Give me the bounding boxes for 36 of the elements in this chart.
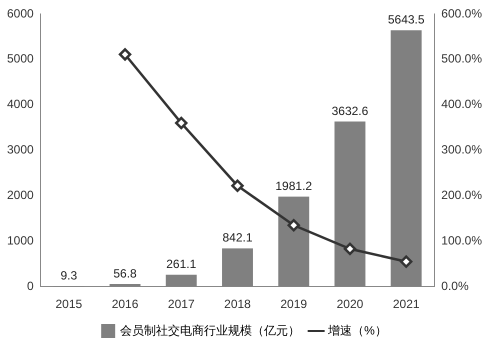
y2-tick-label: 400.0% xyxy=(441,97,482,112)
x-tick-label: 2019 xyxy=(280,297,308,312)
y2-tick-label: 0.0% xyxy=(441,278,469,293)
x-tick-label: 2015 xyxy=(55,297,82,312)
x-tick-label: 2016 xyxy=(112,297,139,312)
y-tick-label: 4000 xyxy=(6,97,34,112)
y2-tick-label: 200.0% xyxy=(441,188,482,202)
data-label: 842.1 xyxy=(222,230,253,245)
data-label: 5643.5 xyxy=(388,12,425,27)
point xyxy=(400,255,412,268)
y-tick-label: 5000 xyxy=(6,52,34,66)
x-tick-label: 2021 xyxy=(392,297,420,312)
y-tick-label: 3000 xyxy=(6,142,34,157)
data-label: 3632.6 xyxy=(332,104,369,118)
point xyxy=(287,219,300,232)
y2-tick-label: 500.0% xyxy=(441,52,482,66)
y-tick-label: 2000 xyxy=(6,188,34,202)
legend-label: 会员制社交电商行业规模（亿元） xyxy=(120,323,300,338)
y-tick-label: 0 xyxy=(27,278,34,293)
y2-tick-label: 100.0% xyxy=(441,233,482,248)
x-tick-label: 2017 xyxy=(168,297,195,312)
legend-label: 增速（%） xyxy=(327,323,387,338)
y2-tick-label: 300.0% xyxy=(441,142,482,157)
data-label: 56.8 xyxy=(113,266,138,280)
x-tick-label: 2020 xyxy=(336,297,364,312)
y-tick-label: 1000 xyxy=(6,233,34,248)
x-tick-label: 2018 xyxy=(224,297,252,312)
point xyxy=(118,48,132,61)
data-label: 1981.2 xyxy=(275,178,312,193)
y-tick-label: 6000 xyxy=(6,6,34,20)
data-label: 9.3 xyxy=(60,268,78,282)
point xyxy=(231,179,244,192)
y2-tick-label: 600.0% xyxy=(441,6,482,20)
point xyxy=(344,242,356,256)
point xyxy=(175,116,188,130)
data-label: 261.1 xyxy=(166,257,197,272)
